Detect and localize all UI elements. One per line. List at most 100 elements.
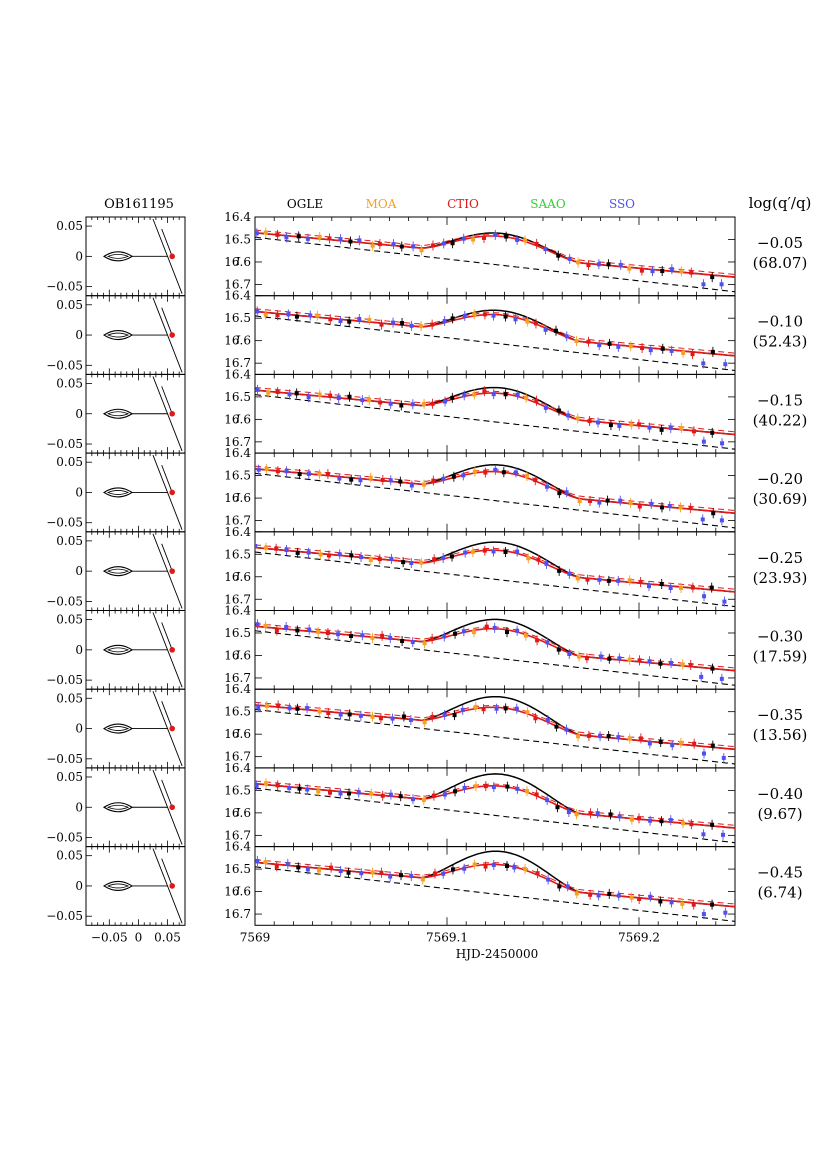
data-point [719,282,724,287]
secondary-caustic [106,411,130,417]
data-point [597,343,602,348]
alt-fit-model [255,386,735,433]
data-point [566,810,571,815]
event-title: OB161195 [104,197,174,212]
panel-8: 0.05 0 −0.05 16.4 16.5 16.6 16.7 I −0.40 (9.67) [46,761,803,848]
data-point [422,641,427,646]
data-point [629,895,634,900]
lightcurve-plot [255,618,735,686]
data-point [380,793,385,798]
data-point [297,472,302,477]
secondary-caustic [106,490,130,495]
data-point [710,275,715,280]
y-axis-label: I [235,806,241,819]
legend-item-sso: SSO [609,197,635,211]
data-point [442,712,447,717]
single-lens-model [255,472,735,529]
data-point [388,401,393,406]
data-point [719,518,724,523]
data-point [471,237,476,242]
data-point [681,350,686,355]
data-point [545,798,550,803]
data-point [596,420,601,425]
data-point [367,317,372,322]
data-point [400,639,405,644]
data-point [338,869,343,874]
data-point [287,392,292,397]
data-point [503,392,508,397]
data-point [317,234,322,239]
data-point [338,712,343,717]
data-point [336,396,341,401]
data-point [306,471,311,476]
y-tick-label: 16.4 [224,682,251,696]
data-point [284,469,289,474]
source-position [169,725,175,732]
data-point [658,740,663,745]
source-trajectory [152,297,183,373]
data-point [306,395,311,400]
data-point [658,899,663,904]
chi2-value: (30.69) [753,490,808,508]
data-point [533,716,538,721]
x-tick-label: 7569.1 [426,930,468,944]
data-point [441,871,446,876]
fixed-q-model [255,695,735,751]
y-tick-label: 16.5 [224,390,251,404]
data-point [574,812,579,817]
data-point [638,736,643,741]
data-point [679,585,684,590]
data-point [379,322,384,327]
data-point [441,241,446,246]
data-point [637,504,642,509]
data-point [546,877,551,882]
data-point [606,262,611,267]
data-point [430,636,435,641]
data-point [442,319,447,324]
caustic-y-tick-label: −0.05 [46,594,83,608]
data-point [691,902,696,907]
data-point [660,269,665,274]
data-point [360,633,365,638]
alt-fit-model [255,701,735,748]
data-point [557,568,562,573]
data-point [659,819,664,824]
data-point [701,439,706,444]
data-point [388,792,393,797]
data-point [325,471,330,476]
data-point [515,786,520,791]
data-point [409,323,414,328]
data-point [627,578,632,583]
logq-value: −0.25 [757,549,803,567]
data-point [670,743,675,748]
data-point [679,269,684,274]
data-point [565,884,570,889]
data-point [255,622,260,627]
data-point [659,427,664,432]
data-point [523,633,528,638]
data-point [328,317,333,322]
caustic-x-tick-label: 0 [135,930,143,944]
data-point [523,238,528,243]
data-point [462,313,467,318]
data-point [432,557,437,562]
y-tick-label: 16.6 [224,727,251,741]
data-point [482,235,487,240]
data-point [266,390,271,395]
data-point [710,349,715,354]
central-caustic [103,802,134,813]
data-point [398,479,403,484]
data-point [515,392,520,397]
y-tick-label: 16.6 [224,885,251,899]
data-point [607,891,612,896]
caustic-y-tick-label: −0.05 [46,752,83,766]
data-point [504,234,509,239]
single-lens-model [255,551,735,608]
logq-value: −0.45 [757,864,803,882]
y-tick-label: 16.5 [224,547,251,561]
data-point [360,398,365,403]
source-trajectory [152,218,183,294]
data-point [452,713,457,718]
lightcurve-frame [254,846,736,926]
data-point [317,709,322,714]
